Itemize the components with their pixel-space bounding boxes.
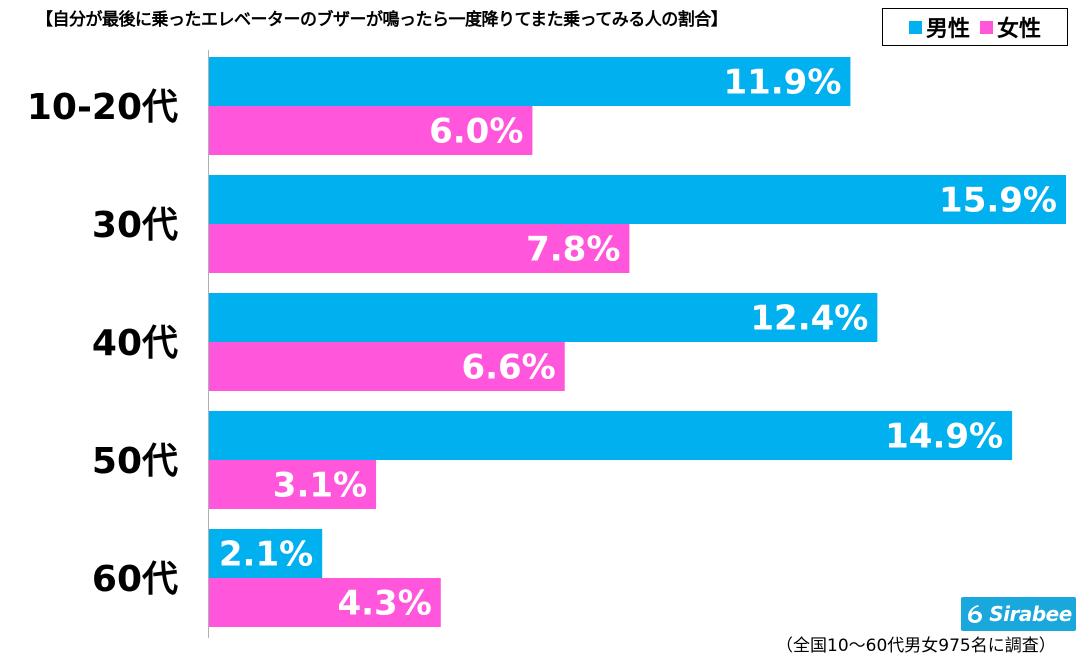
legend-label-male: 男性	[925, 17, 970, 42]
bar-male	[209, 529, 323, 578]
category-label: 40代	[92, 323, 178, 364]
legend-swatch-female	[980, 20, 993, 34]
category-label: 30代	[92, 205, 178, 246]
legend-label-female: 女性	[997, 17, 1042, 42]
value-label-male: 11.9%	[723, 63, 841, 103]
sirabee-logo: Sirabee	[961, 597, 1076, 631]
value-label-male: 2.1%	[219, 535, 313, 575]
legend-swatch-male	[908, 20, 922, 34]
value-label-female: 6.6%	[461, 348, 555, 388]
bar-male	[209, 175, 1067, 224]
bar-female	[209, 578, 441, 627]
value-label-male: 15.9%	[939, 181, 1057, 221]
value-label-female: 6.0%	[429, 112, 523, 152]
labels-layer: 10-20代 11.9% 6.0% 30代 15.9% 7.8% 40代 12.4% 6.6% 5…	[27, 63, 1057, 624]
category-label: 50代	[92, 441, 178, 482]
legend-entry-female: 女性	[980, 11, 1041, 43]
category-label: 10-20代	[27, 87, 178, 128]
value-label-male: 14.9%	[885, 417, 1003, 457]
bar-female	[209, 460, 377, 509]
bar-male	[209, 293, 878, 342]
logo-text: Sirabee	[989, 602, 1072, 626]
bar-female	[209, 106, 533, 155]
chart-title: 【自分が最後に乗ったエレベーターのブザーが鳴ったら一度降りてまた乗ってみる人の割…	[36, 10, 728, 30]
legend: 男性 女性	[882, 8, 1068, 46]
bar-female	[209, 342, 565, 391]
value-label-male: 12.4%	[750, 299, 868, 339]
legend-entry-male: 男性	[908, 11, 970, 43]
bar-male	[209, 57, 851, 106]
category-label: 60代	[92, 559, 178, 600]
bar-female	[209, 224, 630, 273]
bars-layer	[209, 57, 1067, 627]
value-label-female: 3.1%	[273, 466, 367, 506]
value-label-female: 4.3%	[337, 584, 431, 624]
value-label-female: 7.8%	[526, 230, 620, 270]
sirabee-mark-icon	[968, 605, 983, 623]
bar-male	[209, 411, 1013, 460]
footnote: （全国10〜60代男女975名に調査）	[776, 636, 1056, 656]
